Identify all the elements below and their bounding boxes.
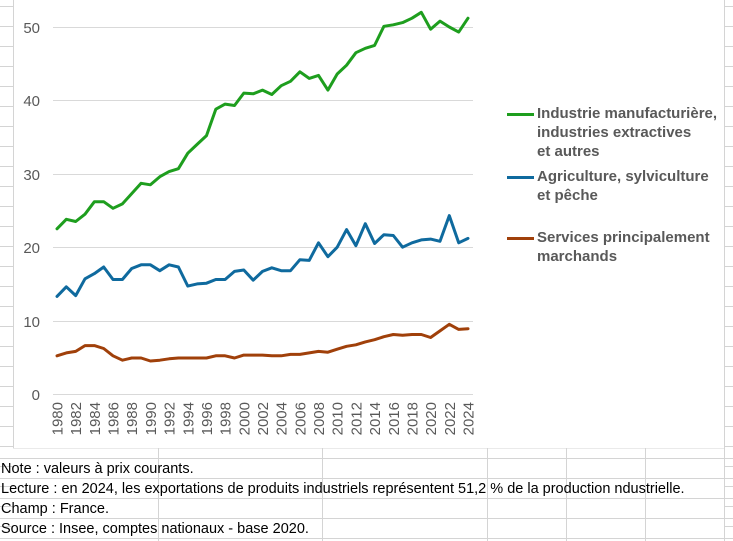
x-tick-label: 2016 (386, 402, 403, 435)
x-tick-label: 1998 (218, 402, 235, 435)
legend-swatch-agriculture (507, 176, 534, 179)
chart-area[interactable]: 0 10 20 30 40 50 1980 1982 1984 1986 1988 1990 1992… (14, 0, 724, 448)
legend-swatch-industrie (507, 113, 534, 116)
x-tick-label: 2022 (442, 402, 459, 435)
series-line-services (55, 322, 470, 363)
y-axis-ticks: 0 10 20 30 40 50 (23, 20, 40, 404)
legend-item-agriculture: Agriculture, sylviculture et pêche (507, 167, 733, 205)
x-tick-label: 2002 (255, 402, 272, 435)
y-tick-label: 0 (32, 387, 40, 404)
gridlines (53, 27, 473, 395)
x-tick-label: 1984 (87, 402, 104, 435)
legend-label: et autres (537, 143, 600, 160)
legend-label: marchands (537, 248, 618, 265)
y-tick-label: 20 (23, 240, 40, 257)
x-tick-label: 1982 (68, 402, 85, 435)
legend-label: Industrie manufacturière, (537, 105, 718, 122)
x-tick-label: 2008 (311, 402, 328, 435)
chart-frame (13, 0, 725, 449)
x-tick-label: 1986 (106, 402, 123, 435)
x-tick-label: 2004 (274, 402, 291, 435)
x-tick-label: 2018 (404, 402, 421, 435)
note-text[interactable]: Note : valeurs à prix courants. (1, 461, 194, 477)
x-tick-label: 1980 (50, 402, 67, 435)
x-tick-label: 1992 (162, 402, 179, 435)
legend-label: industries extractives (537, 124, 692, 141)
legend-item-industrie: Industrie manufacturière, industries ext… (507, 104, 733, 161)
legend-label: Agriculture, sylviculture (537, 168, 709, 185)
legend-label: Services principalement (537, 229, 710, 246)
x-tick-label: 2010 (330, 402, 347, 435)
x-tick-label: 2006 (292, 402, 309, 435)
x-axis-ticks: 1980 1982 1984 1986 1988 1990 1992 1994 1996 1998… (50, 402, 478, 435)
legend-item-services: Services principalement marchands (507, 228, 733, 266)
x-tick-label: 2000 (236, 402, 253, 435)
legend-label: et pêche (537, 187, 598, 204)
lecture-text[interactable]: Lecture : en 2024, les exportations de p… (1, 481, 685, 497)
x-tick-label: 2014 (367, 402, 384, 435)
x-tick-label: 1990 (143, 402, 160, 435)
x-tick-label: 2020 (423, 402, 440, 435)
legend: Industrie manufacturière, industries ext… (507, 104, 733, 266)
source-text[interactable]: Source : Insee, comptes nationaux - base… (1, 521, 309, 537)
line-chart: 0 10 20 30 40 50 1980 1982 1984 1986 1988 1990 1992… (23, 10, 478, 435)
x-tick-label: 2012 (348, 402, 365, 435)
x-tick-label: 1996 (199, 402, 216, 435)
y-tick-label: 40 (23, 93, 40, 110)
champ-text[interactable]: Champ : France. (1, 501, 109, 517)
series-line-agriculture (55, 214, 470, 298)
notes-block: Note : valeurs à prix courants. Lecture … (0, 459, 733, 539)
y-tick-label: 10 (23, 314, 40, 331)
legend-swatch-services (507, 237, 534, 240)
y-tick-label: 30 (23, 167, 40, 184)
y-tick-label: 50 (23, 20, 40, 37)
series-line-industrie (55, 10, 470, 231)
x-tick-label: 1994 (180, 402, 197, 435)
series-lines (55, 10, 470, 363)
x-tick-label: 1988 (124, 402, 141, 435)
x-tick-label: 2024 (461, 402, 478, 435)
